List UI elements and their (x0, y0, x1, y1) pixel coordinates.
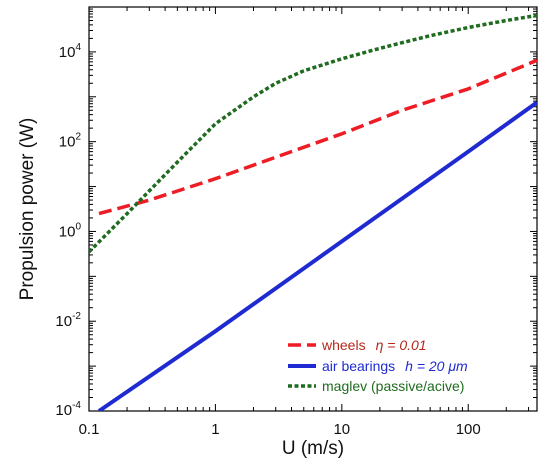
x-axis-label: U (m/s) (282, 438, 344, 459)
series-line-1 (97, 100, 537, 411)
y-tick-label: 10-2 (55, 311, 81, 330)
legend-label-1: air bearings h = 20 μm (322, 358, 468, 374)
y-tick-label: 102 (59, 132, 82, 151)
legend-param-0: η = 0.01 (376, 337, 427, 353)
legend-label-2: maglev (passive/acive) (322, 378, 464, 394)
x-tick-label: 0.1 (79, 421, 100, 438)
series-layer (89, 13, 537, 411)
y-tick-labels: 10-4 10-2 100 102 104 (55, 42, 81, 419)
x-tick-label: 1 (211, 421, 219, 438)
y-tick-label: 104 (59, 42, 82, 61)
y-axis-label: Propulsion power (W) (17, 118, 38, 301)
series-line-2 (89, 13, 537, 254)
series-line-0 (98, 58, 537, 216)
x-tick-label: 100 (456, 421, 481, 438)
axis-ticks (88, 6, 537, 412)
x-tick-labels: 0.1 1 10 100 (79, 421, 481, 438)
legend-param-1: h = 20 μm (405, 358, 468, 374)
x-tick-label: 10 (333, 421, 350, 438)
y-tick-label: 100 (59, 221, 82, 240)
y-tick-label: 10-4 (55, 400, 81, 419)
